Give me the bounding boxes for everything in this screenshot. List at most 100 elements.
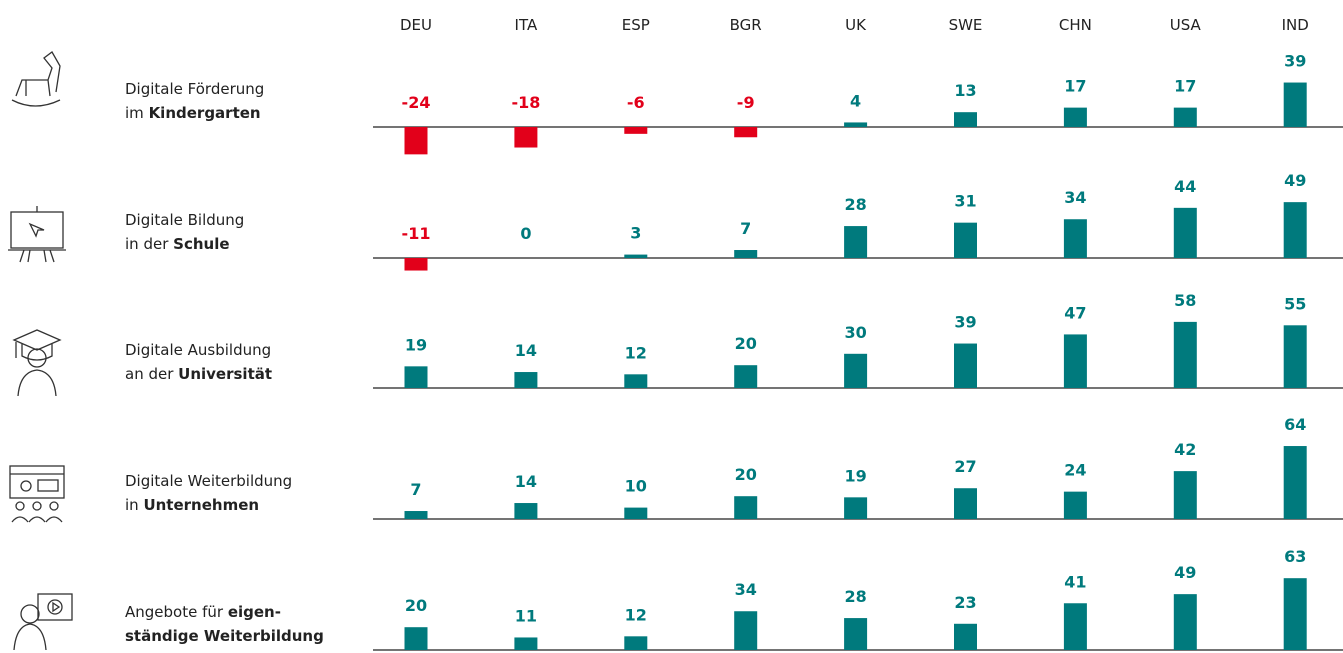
column-label: BGR	[730, 16, 762, 34]
bar	[844, 226, 868, 258]
bar	[954, 623, 977, 650]
bar	[954, 488, 977, 519]
bar	[1283, 202, 1307, 258]
bar	[514, 127, 538, 148]
bar	[1173, 594, 1197, 650]
bar	[954, 112, 977, 127]
bar	[514, 637, 538, 650]
bar	[514, 503, 538, 519]
bar	[1173, 471, 1197, 519]
value-label: 39	[954, 313, 976, 332]
row-label: Digitale Förderung	[125, 80, 264, 98]
value-label: 42	[1174, 440, 1196, 459]
row-label-part: Universität	[178, 365, 272, 383]
row-label-part: Kindergarten	[149, 104, 261, 122]
bar	[954, 343, 977, 388]
value-label: 11	[515, 606, 537, 625]
value-label: 63	[1284, 547, 1306, 566]
bar	[1063, 219, 1087, 258]
bar	[844, 122, 868, 127]
bar	[624, 507, 648, 519]
value-label: -18	[511, 93, 540, 112]
column-label: USA	[1170, 16, 1202, 34]
row-label-part: Schule	[173, 235, 229, 253]
row-label-part: Angebote für	[125, 603, 228, 621]
row-label-part: in der	[125, 235, 173, 253]
row-label: im Kindergarten	[125, 104, 261, 122]
row-label: Digitale Bildung	[125, 211, 244, 229]
value-label: 47	[1064, 303, 1086, 322]
value-label: 58	[1174, 291, 1196, 310]
value-label: 27	[954, 457, 976, 476]
value-label: 17	[1174, 77, 1196, 96]
row-label-part: an der	[125, 365, 178, 383]
value-label: -9	[737, 93, 755, 112]
row-label: Angebote für eigen-	[125, 603, 281, 621]
value-label: 64	[1284, 415, 1306, 434]
column-label: DEU	[400, 16, 432, 34]
value-label: 17	[1064, 77, 1086, 96]
value-label: 20	[405, 596, 427, 615]
value-label: 28	[844, 195, 866, 214]
bar	[954, 222, 977, 258]
bar	[1063, 603, 1087, 650]
icons	[8, 51, 73, 651]
value-label: 19	[844, 466, 866, 485]
bar	[1173, 207, 1197, 258]
value-label: 34	[735, 580, 757, 599]
value-label: 14	[515, 472, 537, 491]
bar	[1173, 321, 1197, 388]
row-label: in der Schule	[125, 235, 230, 253]
bar	[844, 618, 868, 650]
value-label: 20	[735, 334, 757, 353]
value-label: 4	[850, 91, 861, 110]
value-label: 30	[844, 323, 866, 342]
value-label: 44	[1174, 177, 1196, 196]
bar	[734, 127, 758, 138]
bar	[624, 254, 648, 258]
value-label: 3	[630, 224, 641, 243]
value-label: 28	[844, 587, 866, 606]
value-label: -6	[627, 93, 645, 112]
row-label: in Unternehmen	[125, 496, 259, 514]
bar	[514, 372, 538, 388]
bar	[404, 511, 428, 519]
bar	[1283, 325, 1307, 388]
bar	[1063, 491, 1087, 519]
value-label: 13	[954, 81, 976, 100]
video-learning-icon	[13, 593, 73, 651]
bar	[404, 258, 428, 271]
bar	[734, 365, 758, 388]
webinar-icon	[9, 465, 65, 523]
whiteboard-icon	[8, 206, 66, 263]
value-label: 49	[1174, 563, 1196, 582]
bar	[624, 374, 648, 388]
graduate-icon	[12, 329, 62, 397]
bar	[844, 497, 868, 519]
column-label: SWE	[949, 16, 983, 34]
row-label-part: Digitale Weiterbildung	[125, 472, 292, 490]
row-label-part: im	[125, 104, 149, 122]
row-label-part: Digitale Förderung	[125, 80, 264, 98]
row-label: an der Universität	[125, 365, 272, 383]
bar	[1063, 107, 1087, 127]
value-label: 0	[520, 224, 531, 243]
bar	[1173, 107, 1197, 127]
row-label: Digitale Weiterbildung	[125, 472, 292, 490]
bar	[624, 636, 648, 650]
value-label: 7	[410, 480, 421, 499]
bar	[1283, 82, 1307, 127]
row-label-part: Digitale Bildung	[125, 211, 244, 229]
bar	[404, 127, 428, 155]
rocking-horse-icon	[11, 51, 61, 107]
row-label-part: ständige Weiterbildung	[125, 627, 324, 645]
value-label: -11	[402, 224, 431, 243]
bar	[1283, 446, 1307, 519]
value-label: 23	[954, 593, 976, 612]
value-label: 7	[740, 219, 751, 238]
value-label: 34	[1064, 188, 1086, 207]
row-label: ständige Weiterbildung	[125, 627, 324, 645]
row-label-part: Digitale Ausbildung	[125, 341, 271, 359]
